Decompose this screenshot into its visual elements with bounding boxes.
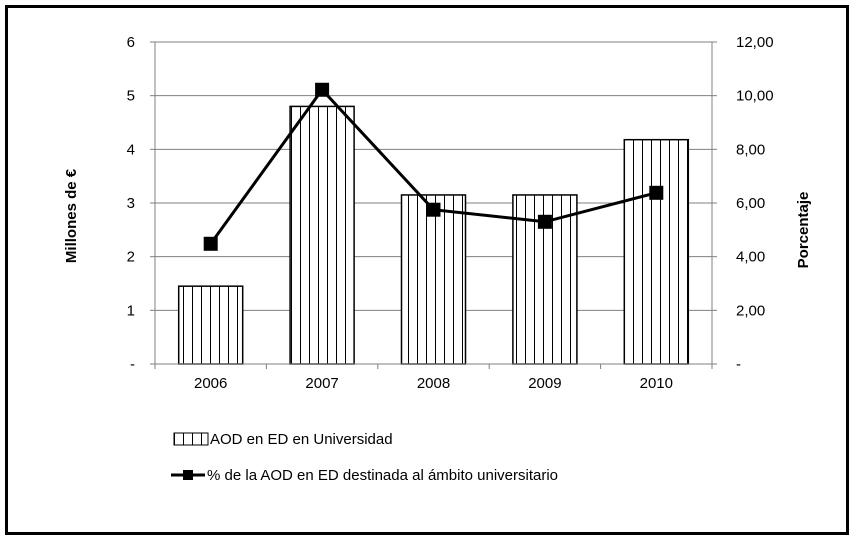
y-left-tick-label: 4 (127, 141, 135, 158)
x-tick-label: 2006 (194, 375, 227, 392)
bar (289, 105, 355, 365)
x-tick-label: 2010 (640, 375, 673, 392)
y-left-tick-label: 5 (127, 88, 135, 105)
legend-item-line: % de la AOD en ED destinada al ámbito un… (171, 467, 558, 484)
x-tick-label: 2009 (528, 375, 561, 392)
legend: AOD en ED en Universidad % de la AOD en … (171, 431, 558, 484)
y-axis-left-title: Millones de € (63, 168, 80, 263)
y-right-tick-label: 8,00 (736, 141, 765, 158)
y-left-tick-label: 2 (127, 249, 135, 266)
y-left-tick-label: 6 (127, 34, 135, 51)
legend-item-bars: AOD en ED en Universidad (173, 431, 393, 448)
bar-series (177, 105, 690, 365)
y-left-tick-label: 1 (127, 302, 135, 319)
line-series (203, 82, 664, 251)
y-right-tick-label: 6,00 (736, 195, 765, 212)
legend-swatch-marker (183, 470, 193, 480)
y-left-tick-label: - (130, 356, 135, 373)
y-axis-right-title: Porcentaje (795, 192, 812, 269)
y-right-tick-label: 2,00 (736, 302, 765, 319)
line-point (426, 202, 441, 217)
axes (150, 41, 717, 369)
line-point (315, 82, 330, 97)
legend-label-line: % de la AOD en ED destinada al ámbito un… (207, 467, 558, 484)
legend-label-bars: AOD en ED en Universidad (210, 431, 393, 448)
x-tick-label: 2008 (417, 375, 450, 392)
line-point (537, 214, 552, 229)
y-right-tick-label: 12,00 (736, 34, 774, 51)
bar (623, 138, 690, 365)
y-left-tick-label: 3 (127, 195, 135, 212)
bar (177, 285, 244, 365)
y-right-tick-label: 4,00 (736, 249, 765, 266)
chart-frame: - -1 2,00 2 4,00 3 6,00 4 8,00 5 10,00 6 12,00 2006 20… (5, 5, 849, 535)
y-right-tick-label: - (736, 356, 741, 373)
y-right-tick-label: 10,00 (736, 88, 774, 105)
legend-swatch-bars (173, 432, 209, 446)
bar (400, 194, 467, 365)
x-tick-label: 2007 (305, 375, 338, 392)
line-point (649, 185, 664, 200)
line-point (203, 236, 218, 251)
